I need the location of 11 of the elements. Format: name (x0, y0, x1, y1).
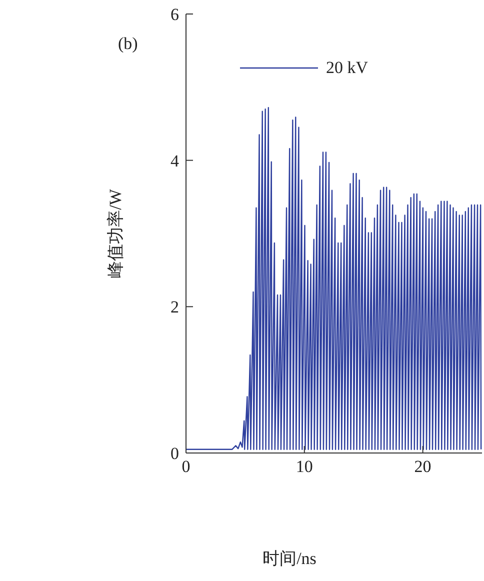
y-axis-title: 峰值功率/W (106, 188, 126, 278)
y-tick-label: 4 (170, 151, 180, 170)
y-tick-label: 0 (170, 444, 179, 464)
y-tick-label: 6 (170, 5, 179, 24)
x-axis-title: 时间/ns (262, 548, 318, 570)
legend-label: 20 kV (326, 58, 368, 78)
x-tick-label: 10 (296, 457, 313, 476)
y-tick-label: 2 (170, 298, 179, 317)
text: (b) (118, 34, 138, 54)
x-tick-label: 20 (414, 457, 432, 476)
line-series (186, 107, 482, 450)
